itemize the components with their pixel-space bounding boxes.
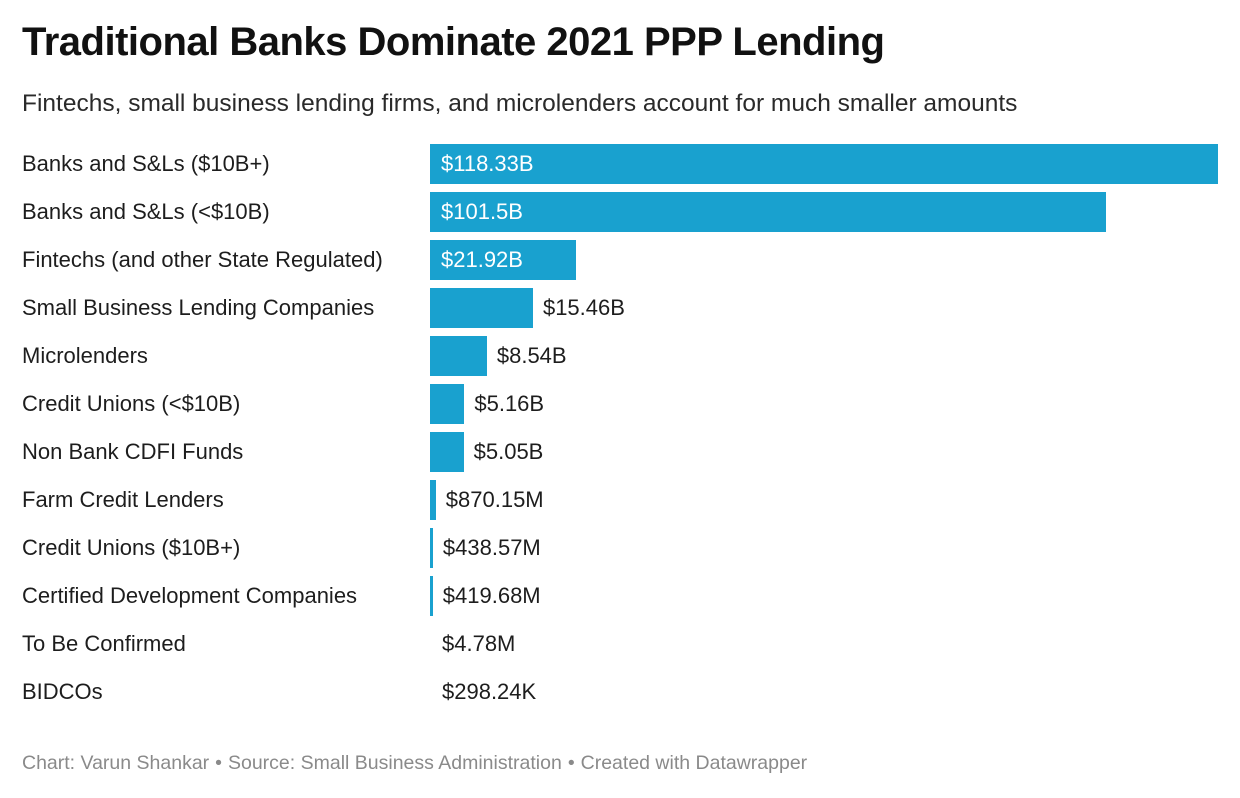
category-label: Fintechs (and other State Regulated) <box>22 247 383 272</box>
category-label: Farm Credit Lenders <box>22 487 224 512</box>
chart-credit: Chart: Varun Shankar <box>22 752 210 774</box>
value-label: $15.46B <box>542 295 625 320</box>
category-label: BIDCOs <box>22 679 103 704</box>
value-label: $101.5B <box>441 199 523 224</box>
value-label: $870.15M <box>445 487 544 512</box>
footer-separator: • <box>215 752 222 774</box>
value-label: $438.57M <box>442 535 541 560</box>
bar <box>430 480 436 520</box>
source-note: Source: Small Business Administration <box>227 752 562 774</box>
bar <box>430 240 576 280</box>
bar <box>430 576 433 616</box>
value-label: $5.16B <box>474 391 545 416</box>
bar <box>430 288 533 328</box>
value-label: $21.92B <box>441 247 523 272</box>
category-label: Credit Unions (<$10B) <box>22 391 241 416</box>
value-label: $5.05B <box>473 439 544 464</box>
value-label: $118.33B <box>441 151 534 176</box>
category-label: Banks and S&Ls (<$10B) <box>22 199 270 224</box>
category-label: Banks and S&Ls ($10B+) <box>22 151 270 176</box>
bar-row: Farm Credit Lenders $870.15M <box>0 480 1240 520</box>
chart-footer: Chart: Varun Shankar • Source: Small Busin… <box>22 752 807 775</box>
bar-row: Non Bank CDFI Funds $5.05B <box>0 432 1240 472</box>
category-label: Credit Unions ($10B+) <box>22 535 241 560</box>
value-label: $419.68M <box>442 583 541 608</box>
category-label: Microlenders <box>22 343 148 368</box>
category-label: To Be Confirmed <box>22 631 186 656</box>
bar-row: Banks and S&Ls ($10B+) $118.33B <box>0 144 1240 184</box>
bar-row: Credit Unions (<$10B) $5.16B <box>0 384 1240 424</box>
bar <box>430 192 1106 232</box>
bar-row: Credit Unions ($10B+) $438.57M <box>0 528 1240 568</box>
bar <box>430 144 1218 184</box>
bar-row: Microlenders $8.54B <box>0 336 1240 376</box>
bar <box>430 528 433 568</box>
bar <box>430 432 464 472</box>
bar-row: Fintechs (and other State Regulated) $21.… <box>0 240 1240 280</box>
value-label: $4.78M <box>442 631 516 656</box>
bar-row: Banks and S&Ls (<$10B) $101.5B <box>0 192 1240 232</box>
bar <box>430 384 465 424</box>
chart-subtitle: Fintechs, small business lending firms, … <box>22 90 1018 117</box>
category-label: Non Bank CDFI Funds <box>22 439 244 464</box>
value-label: $298.24K <box>442 679 537 704</box>
bar-row: To Be Confirmed $4.78M <box>0 624 1240 664</box>
category-label: Small Business Lending Companies <box>22 295 375 320</box>
bar-row: BIDCOs $298.24K <box>0 672 1240 712</box>
footer-separator: • <box>567 752 575 774</box>
created-with-note: Created with Datawrapper <box>580 752 808 774</box>
value-label: $8.54B <box>496 343 567 368</box>
bar-chart: Banks and S&Ls ($10B+) $118.33B Banks and … <box>0 140 1240 720</box>
bar-row: Small Business Lending Companies $15.46B <box>0 288 1240 328</box>
chart-title: Traditional Banks Dominate 2021 PPP Lend… <box>22 20 885 64</box>
bar-row: Certified Development Companies $419.68M <box>0 576 1240 616</box>
bar <box>430 336 487 376</box>
category-label: Certified Development Companies <box>22 583 358 608</box>
